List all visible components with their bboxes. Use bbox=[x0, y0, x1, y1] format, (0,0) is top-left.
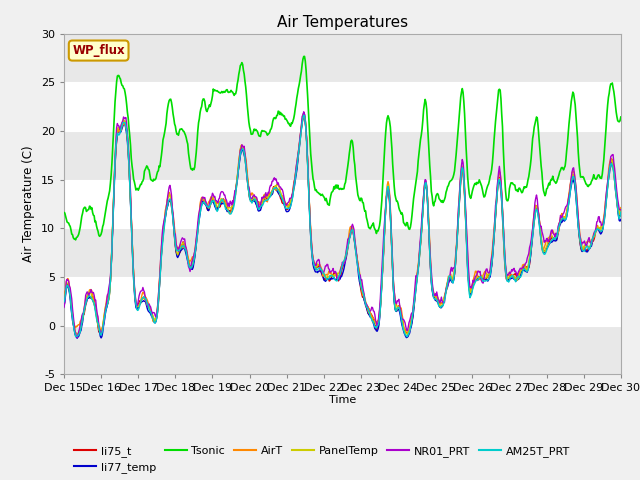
Text: WP_flux: WP_flux bbox=[72, 44, 125, 57]
Bar bbox=[64, 82, 621, 131]
Bar bbox=[64, 228, 621, 277]
Y-axis label: Air Temperature (C): Air Temperature (C) bbox=[22, 146, 35, 262]
Bar bbox=[64, 34, 621, 82]
X-axis label: Time: Time bbox=[329, 395, 356, 405]
Bar bbox=[64, 326, 621, 374]
Bar bbox=[64, 180, 621, 228]
Title: Air Temperatures: Air Temperatures bbox=[277, 15, 408, 30]
Bar bbox=[64, 277, 621, 326]
Bar bbox=[64, 131, 621, 180]
Legend: li75_t, li77_temp, Tsonic, AirT, PanelTemp, NR01_PRT, AM25T_PRT: li75_t, li77_temp, Tsonic, AirT, PanelTe… bbox=[70, 441, 574, 478]
